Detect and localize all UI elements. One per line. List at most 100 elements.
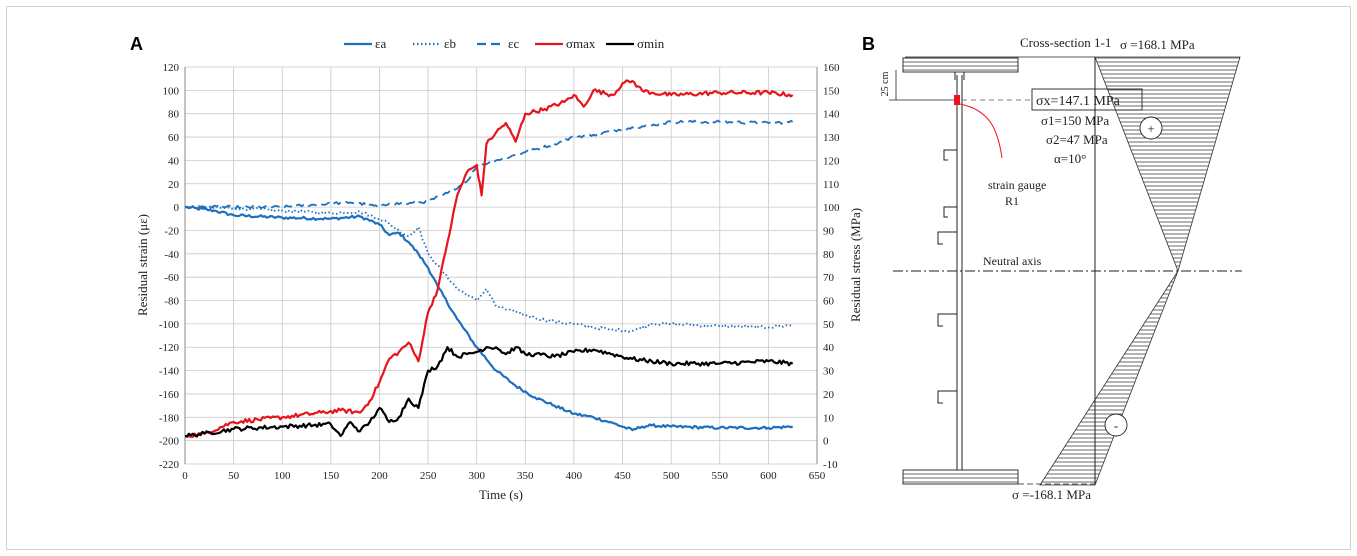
stiffener-1 — [943, 149, 957, 161]
y-tick-label: -200 — [159, 436, 180, 448]
series-line-4 — [185, 79, 794, 439]
compression-region — [1039, 270, 1179, 486]
sigma-x-label: σx=147.1 MPa — [1036, 94, 1121, 109]
x-tick-label: 50 — [228, 470, 240, 482]
y-tick-label: -120 — [159, 342, 180, 354]
y-tick-label: 100 — [163, 85, 180, 97]
minus-circle — [1104, 413, 1128, 437]
x-tick-label: 0 — [182, 470, 188, 482]
y-tick-label: -180 — [159, 412, 180, 424]
y2-tick-label: 160 — [823, 62, 840, 74]
chart-series — [185, 79, 794, 439]
series-line-2 — [185, 205, 793, 333]
y-tick-label: 120 — [163, 62, 180, 74]
section-title: Cross-section 1-1 — [1020, 35, 1111, 50]
gauge-pointer — [959, 103, 1003, 159]
y2-tick-label: 40 — [823, 342, 835, 354]
dimension-label: 25 cm — [880, 71, 891, 96]
y-tick-label: -60 — [164, 272, 179, 284]
y-tick-label: 40 — [168, 155, 180, 167]
y2-tick-label: 130 — [823, 132, 840, 144]
x-tick-label: 500 — [663, 470, 680, 482]
legend-label: σmin — [637, 36, 665, 51]
plus-circle — [1139, 116, 1163, 140]
y-tick-label: -40 — [164, 249, 179, 261]
y2-tick-label: 150 — [823, 85, 840, 97]
y2-tick-label: 90 — [823, 225, 835, 237]
x-tick-label: 450 — [614, 470, 631, 482]
x-tick-label: 200 — [371, 470, 388, 482]
neutral-axis-label: Neutral axis — [983, 254, 1042, 268]
y-tick-label: -160 — [159, 389, 180, 401]
legend-label: σmax — [566, 36, 596, 51]
bottom-stress-label: σ =-168.1 MPa — [1012, 487, 1091, 502]
y-tick-label: -100 — [159, 319, 180, 331]
y-tick-label: 20 — [168, 179, 180, 191]
y-tick-label: -80 — [164, 296, 179, 308]
y2-tick-label: 80 — [823, 249, 835, 261]
x-tick-label: 250 — [420, 470, 437, 482]
y2-tick-label: 20 — [823, 389, 835, 401]
series-line-1 — [185, 205, 794, 432]
y2-tick-label: -10 — [823, 459, 838, 471]
x-tick-label: 650 — [809, 470, 826, 482]
legend-label: εb — [444, 36, 456, 51]
legend: εa εb εc σmax σmin — [344, 36, 665, 51]
y2-axis-label: Residual stress (MPa) — [848, 208, 863, 322]
y-tick-label: 0 — [174, 202, 180, 214]
stiffener-4 — [937, 313, 957, 327]
alpha-label: α=10° — [1054, 151, 1086, 166]
legend-label: εa — [375, 36, 386, 51]
cross-section-diagram: Cross-section 1-1 σ =168.1 MPa 25 cm σ — [880, 35, 1242, 502]
y-tick-label: -220 — [159, 459, 180, 471]
sigma-1-label: σ1=150 MPa — [1041, 113, 1109, 128]
y2-tick-label: 0 — [823, 436, 829, 448]
stiffener-2 — [943, 206, 957, 218]
y2-tick-label: 110 — [823, 179, 840, 191]
panel-a-letter: A — [130, 34, 143, 54]
y2-tick-label: 30 — [823, 366, 835, 378]
x-tick-label: 550 — [712, 470, 729, 482]
gauge-label-2: R1 — [1005, 194, 1019, 208]
y2-tick-label: 10 — [823, 412, 835, 424]
stiffener-3 — [937, 231, 957, 245]
y-tick-label: -20 — [164, 225, 179, 237]
y2-tick-label: 100 — [823, 202, 840, 214]
series-line-5 — [185, 346, 794, 438]
y-tick-label: 60 — [168, 132, 180, 144]
x-axis: 0 50 100 150 200 250 300 350 400 450 500 550 600 650 — [182, 470, 826, 482]
x-tick-label: 400 — [566, 470, 583, 482]
series-line-3 — [185, 119, 794, 210]
y-tick-label: 80 — [168, 109, 180, 121]
stiffener-5 — [937, 390, 957, 404]
strain-gauge-marker — [954, 95, 960, 105]
gauge-label-1: strain gauge — [988, 178, 1046, 192]
y-axis-label: Residual strain (με) — [135, 214, 150, 316]
top-stress-label: σ =168.1 MPa — [1120, 37, 1195, 52]
y2-tick-label: 60 — [823, 296, 835, 308]
x-tick-label: 600 — [760, 470, 777, 482]
x-tick-label: 100 — [274, 470, 291, 482]
y-tick-label: -140 — [159, 366, 180, 378]
top-flange — [902, 57, 1019, 73]
legend-label: εc — [508, 36, 519, 51]
x-tick-label: 350 — [517, 470, 534, 482]
tension-region — [1094, 56, 1241, 273]
x-axis-label: Time (s) — [479, 487, 523, 502]
plus-sign: + — [1147, 121, 1154, 136]
sigma-x-box — [1031, 88, 1143, 111]
x-tick-label: 150 — [323, 470, 340, 482]
minus-sign: - — [1114, 418, 1118, 433]
panel-b-letter: B — [862, 34, 875, 54]
chart-grid — [184, 66, 818, 465]
y2-tick-label: 70 — [823, 272, 835, 284]
y2-tick-label: 50 — [823, 319, 835, 331]
x-tick-label: 300 — [468, 470, 485, 482]
y2-tick-label: 120 — [823, 155, 840, 167]
y-axis-left: 120 100 80 60 40 20 0 -20 -40 -60 -80 -100 -120 -140 -… — [159, 62, 180, 471]
bottom-flange — [902, 469, 1019, 485]
y-axis-right: 1601501401301201101009080706050403020100… — [823, 62, 840, 471]
y2-tick-label: 140 — [823, 109, 840, 121]
sigma-2-label: σ2=47 MPa — [1046, 132, 1108, 147]
